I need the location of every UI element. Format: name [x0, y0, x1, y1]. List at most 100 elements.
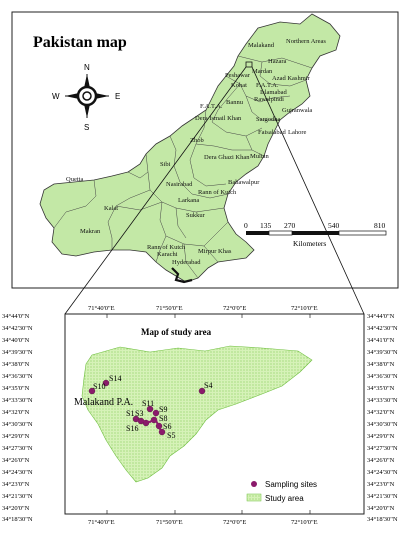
region-label-azad-kashmir: Azad Kashmir	[272, 75, 311, 82]
bottom-lon-tick: 71°50'0"E	[156, 519, 183, 526]
compass-west: W	[52, 92, 60, 101]
region-label-gujranwala: Gujranwala	[282, 107, 312, 114]
top-lon-tick: 72°10'0"E	[291, 305, 318, 312]
scale-unit: Kilometers	[293, 239, 326, 248]
scale-tick-810: 810	[374, 221, 386, 230]
site-label-s5: S5	[167, 431, 175, 440]
site-label-s3: S3	[135, 409, 143, 418]
region-label-faisalabad: Faisalabad	[258, 129, 287, 136]
compass-north: N	[84, 63, 90, 72]
region-label-zhob: Zhob	[190, 137, 204, 144]
pakistan-map: Pakistan map	[11, 11, 399, 289]
study-area-map: Map of study area 71°40'0"E 71°50'0"E 72…	[2, 305, 398, 526]
district-borders	[53, 55, 313, 279]
region-label-mirpur-khas: Mirpur Khas	[198, 248, 232, 255]
region-label-rawalpindi: Rawalpindi	[254, 96, 284, 103]
region-label-islamabad: Islamabad	[260, 89, 287, 96]
region-labels: Malakand Northern Areas Peshawar Mardan …	[66, 38, 326, 266]
top-lon-tick: 72°0'0"E	[223, 305, 246, 312]
site-label-s8: S8	[159, 414, 167, 423]
left-lat-tick: 34°26'0"N	[2, 457, 30, 464]
top-longitude-labels: 71°40'0"E 71°50'0"E 72°0'0"E 72°10'0"E	[88, 305, 318, 312]
region-label-sargodha: Sargodha	[256, 116, 281, 123]
left-lat-tick: 34°27'30"N	[2, 445, 33, 452]
site-marker-s4	[198, 387, 206, 395]
right-lat-tick: 34°24'30"N	[367, 469, 398, 476]
site-label-s11: S11	[142, 399, 154, 408]
compass-south: S	[84, 123, 89, 132]
right-lat-tick: 34°44'0"N	[367, 313, 395, 320]
site-marker-s9	[152, 409, 160, 417]
left-lat-tick: 34°39'30"N	[2, 349, 33, 356]
left-lat-tick: 34°32'0"N	[2, 409, 30, 416]
region-label-peshawar: Peshawar	[225, 72, 251, 79]
region-label-kohat: Kohat	[231, 82, 247, 89]
pakistan-map-title: Pakistan map	[33, 34, 127, 51]
left-lat-tick: 34°21'30"N	[2, 493, 33, 500]
karachi-coast	[171, 267, 193, 284]
site-label-s9: S9	[159, 405, 167, 414]
right-lat-tick: 34°36'30"N	[367, 373, 398, 380]
right-lat-tick: 34°33'30"N	[367, 397, 398, 404]
left-latitude-labels: 34°44'0"N 34°42'30"N 34°40'0"N 34°39'30"…	[2, 313, 33, 523]
legend-area-swatch	[246, 493, 262, 502]
bottom-longitude-labels: 71°40'0"E 71°50'0"E 72°0'0"E 72°10'0"E	[88, 519, 318, 526]
right-lat-tick: 34°20'0"N	[367, 505, 395, 512]
region-label-lahore: Lahore	[288, 129, 307, 136]
region-label-fata-north: F.A.T.A.	[256, 82, 279, 89]
right-lat-tick: 34°27'30"N	[367, 445, 398, 452]
left-lat-tick: 34°38'0"N	[2, 361, 30, 368]
region-label-quetta: Quetta	[66, 176, 83, 183]
left-lat-tick: 34°20'0"N	[2, 505, 30, 512]
scale-bar: 0 135 270 540 810 Kilometers	[244, 221, 387, 248]
scale-tick-270: 270	[284, 221, 296, 230]
right-lat-tick: 34°26'0"N	[367, 457, 395, 464]
region-label-bannu: Bannu	[226, 99, 244, 106]
left-lat-tick: 34°23'0"N	[2, 481, 30, 488]
right-lat-tick: 34°42'30"N	[367, 325, 398, 332]
study-map-title: Map of study area	[141, 327, 212, 337]
site-labels: S14 S10 S4 S11 S1 S3 S9 S8 S16 S6 S5	[93, 374, 212, 440]
study-area-polygon	[81, 345, 313, 483]
region-label-sukkur: Sukkur	[186, 212, 206, 219]
top-lon-tick: 71°40'0"E	[88, 305, 115, 312]
bottom-lon-tick: 72°10'0"E	[291, 519, 318, 526]
region-label-nasirabad: Nasirabad	[166, 181, 193, 188]
top-lon-tick: 71°50'0"E	[156, 305, 183, 312]
region-label-mardan: Mardan	[252, 68, 273, 75]
compass-east: E	[115, 92, 120, 101]
region-label-rann-of-kutch-south: Rann of Kutch	[147, 244, 186, 251]
region-label-kalat: Kalat	[104, 205, 118, 212]
left-lat-tick: 34°29'0"N	[2, 433, 30, 440]
right-latitude-labels: 34°44'0"N 34°42'30"N 34°41'0"N 34°39'30"…	[367, 313, 398, 523]
right-lat-tick: 34°21'30"N	[367, 493, 398, 500]
scale-tick-135: 135	[260, 221, 272, 230]
region-label-dera-ismail-khan: Dera Ismail Khan	[195, 115, 242, 122]
right-lat-tick: 34°30'30"N	[367, 421, 398, 428]
left-lat-tick: 34°35'0"N	[2, 385, 30, 392]
left-lat-tick: 34°40'0"N	[2, 337, 30, 344]
left-lat-tick: 34°18'30"N	[2, 516, 33, 523]
right-lat-tick: 34°32'0"N	[367, 409, 395, 416]
bottom-lon-tick: 72°0'0"E	[223, 519, 246, 526]
left-lat-tick: 34°24'30"N	[2, 469, 33, 476]
region-label-rann-of-kutch-north: Rann of Kutch	[198, 189, 237, 196]
right-lat-tick: 34°29'0"N	[367, 433, 395, 440]
region-label-multan: Multan	[250, 153, 270, 160]
right-lat-tick: 34°38'0"N	[367, 361, 395, 368]
left-lat-tick: 34°44'0"N	[2, 313, 30, 320]
left-lat-tick: 34°36'30"N	[2, 373, 33, 380]
right-lat-tick: 34°23'0"N	[367, 481, 395, 488]
right-lat-tick: 34°41'0"N	[367, 337, 395, 344]
legend: Sampling sites Study area	[246, 480, 317, 503]
site-label-s6: S6	[163, 422, 171, 431]
region-label-dera-ghazi-khan: Dera Ghazi Khan	[204, 154, 250, 161]
site-label-s10: S10	[93, 382, 105, 391]
region-label-northern-areas: Northern Areas	[286, 38, 326, 45]
frame-ticks	[106, 314, 311, 514]
legend-sites-label: Sampling sites	[265, 480, 317, 489]
site-marker-s14	[102, 379, 110, 387]
region-label-malakand: Malakand	[248, 42, 275, 49]
site-label-s16: S16	[126, 424, 138, 433]
